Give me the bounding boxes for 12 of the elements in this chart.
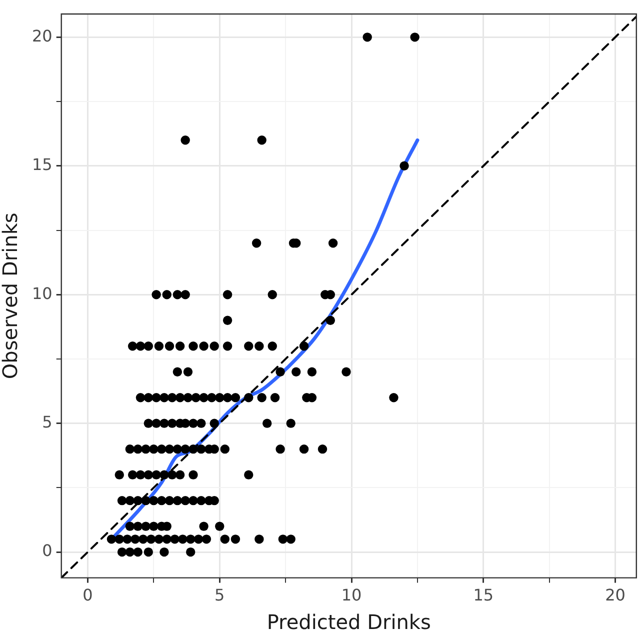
y-axis-title: Observed Drinks [0, 212, 22, 380]
x-tick-label: 15 [473, 586, 494, 605]
x-axis-title: Predicted Drinks [266, 610, 431, 634]
y-tick-label: 0 [42, 541, 52, 560]
y-tick-label: 20 [32, 26, 52, 46]
x-tick-label: 0 [82, 586, 93, 605]
x-tick-label: 10 [341, 586, 362, 605]
x-tick-label: 5 [214, 586, 225, 605]
y-tick-label: 10 [32, 284, 52, 303]
y-tick-label: 5 [42, 412, 52, 432]
x-tick-label: 20 [605, 586, 626, 605]
y-tick-label: 15 [32, 155, 52, 174]
